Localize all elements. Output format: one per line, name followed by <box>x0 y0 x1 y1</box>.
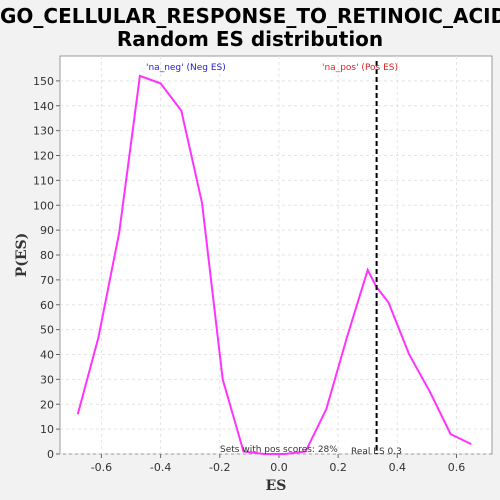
x-tick-label: 0.4 <box>389 461 407 474</box>
x-tick-label: -0.4 <box>150 461 171 474</box>
y-tick-label: 50 <box>40 324 54 337</box>
y-tick-label: 60 <box>40 299 54 312</box>
y-axis-title: P(ES) <box>14 233 30 278</box>
real-es-label: Real ES 0.3 <box>351 447 402 457</box>
y-tick-label: 90 <box>40 224 54 237</box>
y-tick-label: 110 <box>33 174 54 187</box>
y-axis-ticks: 0 10 20 30 40 50 60 70 80 90 100 110 120 130 140 150 <box>33 75 60 461</box>
x-tick-label: -0.2 <box>209 461 230 474</box>
x-tick-label: -0.6 <box>91 461 112 474</box>
x-tick-label: 0.2 <box>329 461 347 474</box>
y-tick-label: 150 <box>33 75 54 88</box>
x-tick-label: 0.0 <box>270 461 288 474</box>
y-tick-label: 80 <box>40 249 54 262</box>
pos-es-label: 'na_pos' (Pos ES) <box>322 63 398 73</box>
y-tick-label: 140 <box>33 100 54 113</box>
y-tick-label: 0 <box>47 448 54 461</box>
neg-es-label: 'na_neg' (Neg ES) <box>146 63 226 73</box>
y-tick-label: 130 <box>33 125 54 138</box>
chart-title-line1: GO_CELLULAR_RESPONSE_TO_RETINOIC_ACID: <box>0 4 500 28</box>
es-distribution-line <box>76 74 472 455</box>
y-tick-label: 30 <box>40 373 54 386</box>
x-axis-ticks: -0.6 -0.4 -0.2 0.0 0.2 0.4 0.6 <box>91 454 466 474</box>
grid-lines <box>60 56 492 455</box>
y-tick-label: 70 <box>40 274 54 287</box>
sets-pos-scores-label: Sets with pos scores: 28% <box>220 445 338 455</box>
x-axis-title: ES <box>266 478 287 494</box>
y-tick-label: 40 <box>40 349 54 362</box>
chart-title-line2: Random ES distribution <box>116 27 384 51</box>
y-tick-label: 10 <box>40 423 54 436</box>
y-tick-label: 20 <box>40 398 54 411</box>
y-tick-label: 120 <box>33 150 54 163</box>
y-tick-label: 100 <box>33 199 54 212</box>
x-tick-label: 0.6 <box>448 461 466 474</box>
